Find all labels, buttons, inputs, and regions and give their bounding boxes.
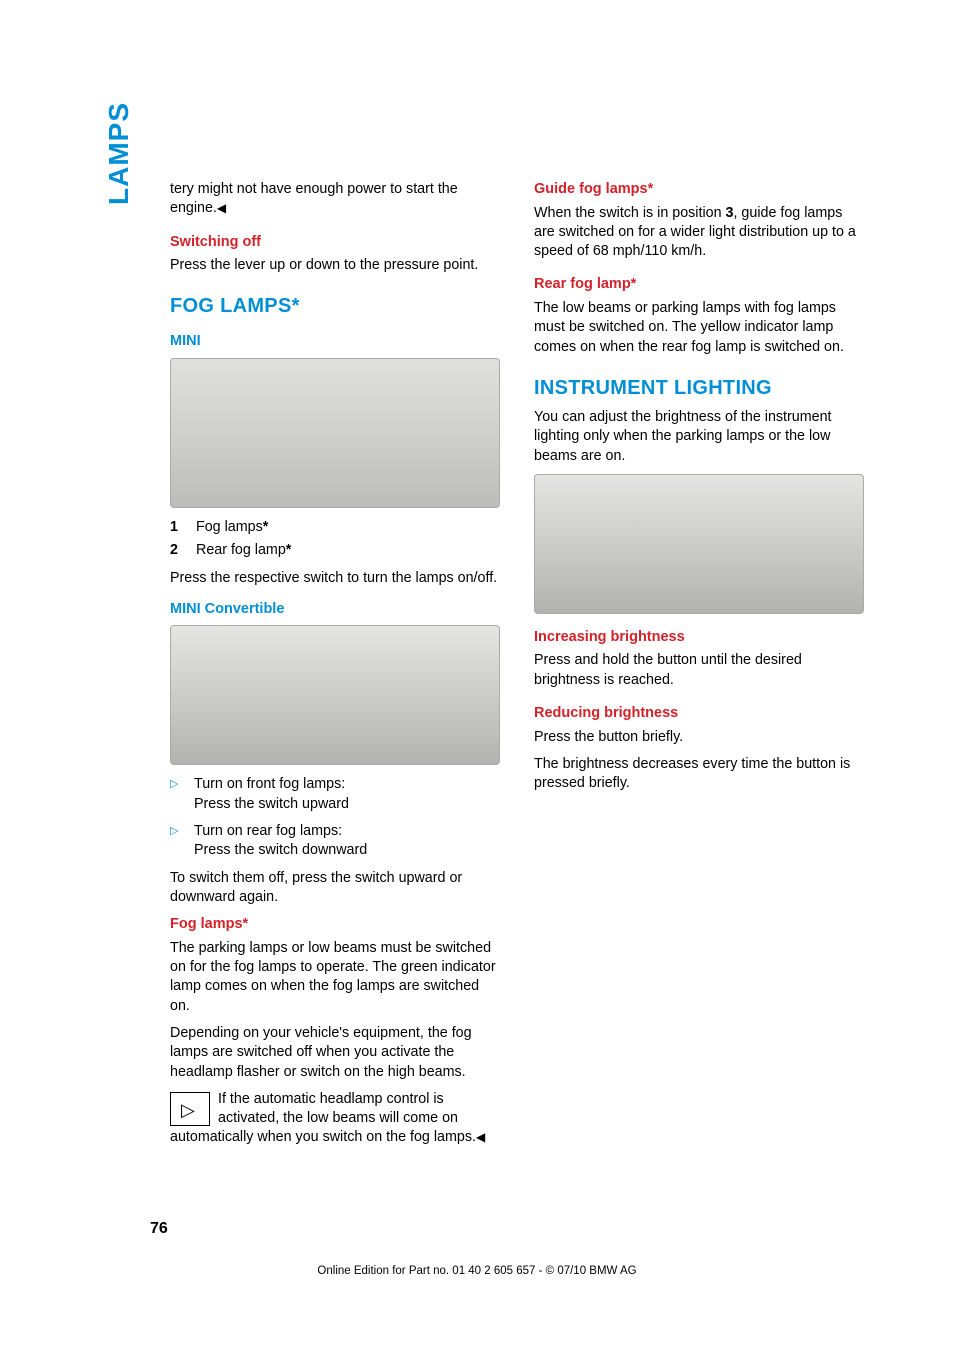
reduce-p2: The brightness decreases every time the …: [534, 755, 864, 794]
press-switch-text: Press the respective switch to turn the …: [170, 569, 500, 588]
switch-off-again-text: To switch them off, press the switch upw…: [170, 869, 500, 908]
list-item: ▷ Turn on front fog lamps: Press the swi…: [170, 775, 500, 814]
page-number: 76: [150, 1218, 168, 1240]
tip-paragraph: If the automatic headlamp control is act…: [170, 1090, 500, 1148]
heading-mini: MINI: [170, 332, 500, 352]
list-line: Turn on rear fog lamps:: [194, 822, 367, 841]
legend-item: 1 Fog lamps*: [170, 518, 500, 537]
increase-body: Press and hold the button until the desi…: [534, 651, 864, 690]
list-item: ▷ Turn on rear fog lamps: Press the swit…: [170, 822, 500, 861]
legend-number: 1: [170, 518, 182, 537]
fog-lamps-p1: The parking lamps or low beams must be s…: [170, 939, 500, 1016]
footer-text: Online Edition for Part no. 01 40 2 605 …: [0, 1264, 954, 1280]
list-line: Press the switch upward: [194, 795, 349, 814]
figure-mini-convertible-switches: [170, 625, 500, 765]
legend-label: Fog lamps*: [196, 518, 268, 537]
main-content: tery might not have enough power to star…: [170, 180, 864, 1180]
heading-guide-fog: Guide fog lamps*: [534, 180, 864, 200]
triangle-list: ▷ Turn on front fog lamps: Press the swi…: [170, 775, 500, 860]
legend-label: Rear fog lamp*: [196, 541, 291, 560]
heading-rear-fog: Rear fog lamp*: [534, 275, 864, 295]
continued-paragraph: tery might not have enough power to star…: [170, 180, 500, 219]
side-tab: LAMPS: [100, 102, 138, 205]
triangle-bullet-icon: ▷: [170, 775, 182, 814]
fog-lamps-p2: Depending on your vehicle's equipment, t…: [170, 1024, 500, 1082]
instrument-intro: You can adjust the brightness of the ins…: [534, 408, 864, 466]
heading-instrument-lighting: INSTRUMENT LIGHTING: [534, 375, 864, 402]
heading-fog-lamps-detail: Fog lamps*: [170, 915, 500, 935]
triangle-bullet-icon: ▷: [170, 822, 182, 861]
heading-reducing-brightness: Reducing brightness: [534, 704, 864, 724]
list-line: Press the switch downward: [194, 841, 367, 860]
reduce-p1: Press the button briefly.: [534, 728, 864, 747]
legend-item: 2 Rear fog lamp*: [170, 541, 500, 560]
rear-fog-body: The low beams or parking lamps with fog …: [534, 299, 864, 357]
figure-instrument-lighting: [534, 474, 864, 614]
list-line: Turn on front fog lamps:: [194, 775, 349, 794]
heading-increasing-brightness: Increasing brightness: [534, 628, 864, 648]
legend-list: 1 Fog lamps* 2 Rear fog lamp*: [170, 518, 500, 561]
switching-off-body: Press the lever up or down to the pressu…: [170, 256, 500, 275]
legend-number: 2: [170, 541, 182, 560]
tip-icon: [170, 1092, 210, 1126]
figure-mini-fog-switches: [170, 358, 500, 508]
guide-fog-body: When the switch is in position 3, guide …: [534, 204, 864, 262]
heading-mini-convertible: MINI Convertible: [170, 600, 500, 620]
heading-switching-off: Switching off: [170, 233, 500, 253]
heading-fog-lamps: FOG LAMPS*: [170, 293, 500, 320]
